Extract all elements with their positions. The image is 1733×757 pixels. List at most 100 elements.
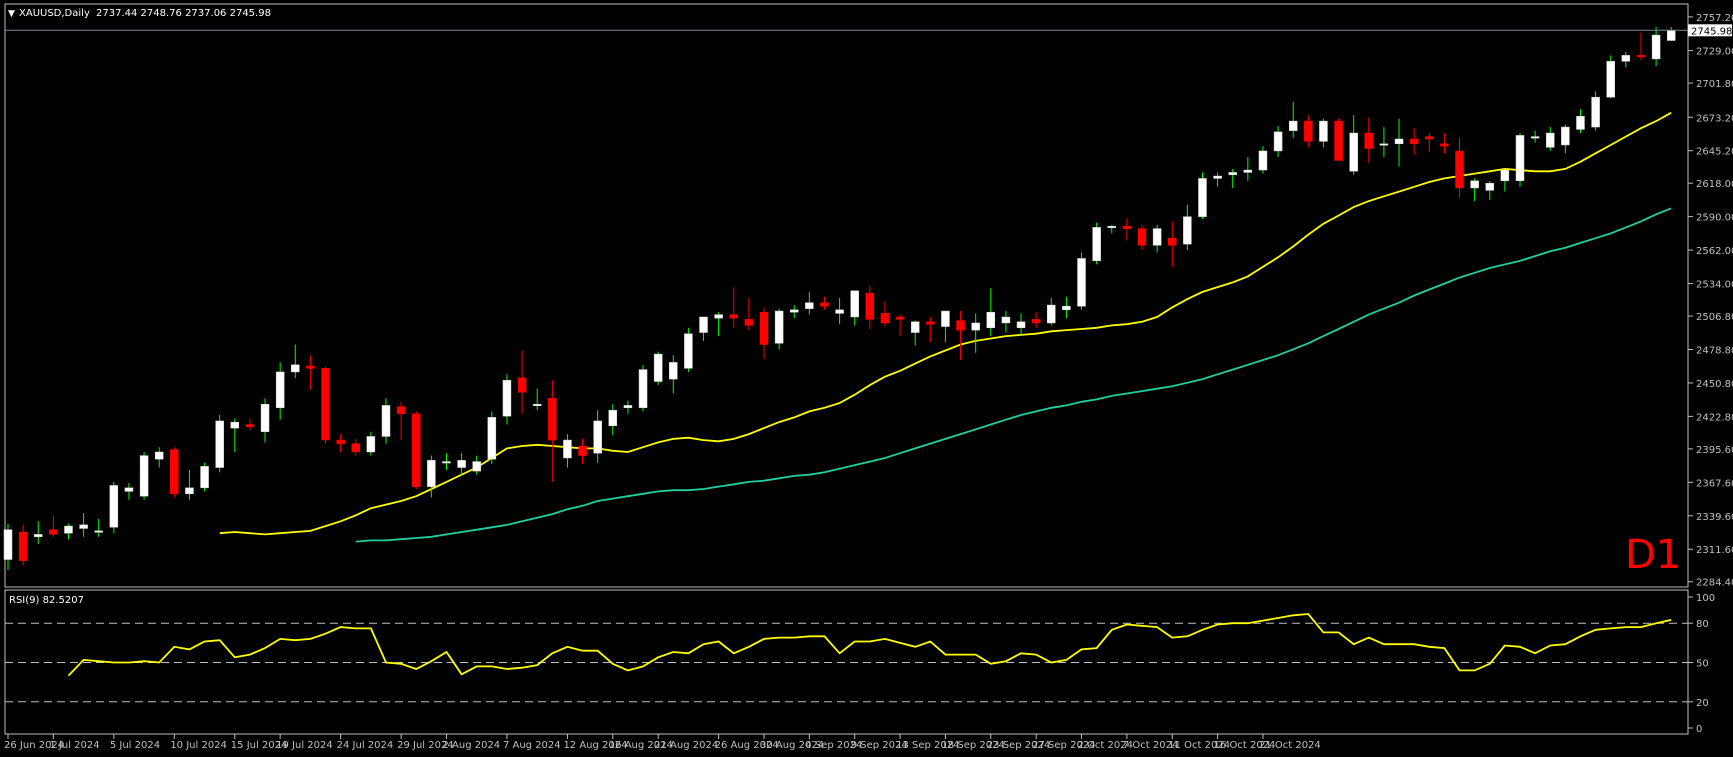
candle — [578, 438, 587, 464]
candle — [109, 481, 119, 534]
time-tick-label: 2 Aug 2024 — [442, 740, 500, 751]
candle — [608, 404, 618, 436]
candle — [1092, 222, 1101, 265]
candle-body — [744, 319, 754, 326]
candle — [517, 350, 527, 414]
chart-header-arrow[interactable]: ▼ — [8, 9, 15, 19]
candle — [1545, 127, 1555, 151]
candle — [910, 320, 920, 346]
price-tick-label: 2450.80 — [1696, 379, 1733, 390]
price-tick-label: 2339.60 — [1696, 512, 1733, 523]
candle-body — [926, 321, 935, 325]
ohlc-readout: 2737.44 2748.76 2737.06 2745.98 — [96, 8, 271, 19]
candle-body — [1047, 304, 1056, 324]
time-tick-label: 4 Sep 2024 — [805, 740, 862, 751]
candle-body — [850, 290, 859, 318]
candle-body — [351, 443, 361, 453]
rsi-series — [67, 613, 1672, 677]
candle — [245, 418, 255, 431]
candle-body — [593, 420, 602, 454]
candle-body — [1500, 169, 1510, 182]
candle-body — [366, 436, 376, 453]
price-tick-label: 2618.00 — [1696, 179, 1733, 190]
candle-body — [1394, 138, 1404, 145]
candle-body — [880, 313, 890, 324]
candle — [457, 453, 466, 476]
candle — [1485, 180, 1495, 200]
candle-body — [49, 529, 58, 535]
candle-body — [124, 487, 134, 492]
candle — [1561, 124, 1570, 154]
candle-body — [381, 405, 391, 437]
candle — [381, 398, 391, 444]
candle-body — [185, 487, 194, 495]
candle-body — [1288, 120, 1298, 131]
candle-body — [139, 455, 149, 497]
candle — [1334, 118, 1343, 161]
candle-body — [94, 530, 103, 533]
candle-body — [1636, 55, 1646, 58]
candle-body — [1122, 225, 1132, 229]
candle — [1213, 172, 1222, 187]
time-tick-label: 21 Oct 2024 — [1259, 740, 1321, 751]
time-tick-label: 11 Oct 2024 — [1168, 740, 1230, 751]
candle — [653, 351, 663, 386]
candle — [563, 434, 572, 468]
candle — [230, 418, 240, 453]
candle-body — [33, 534, 43, 538]
candle — [835, 297, 844, 325]
candle — [774, 308, 784, 350]
candle — [200, 462, 209, 492]
candle-body — [1545, 132, 1555, 148]
price-panel[interactable] — [4, 3, 1689, 588]
candle-body — [653, 353, 663, 382]
price-tick-label: 2284.40 — [1696, 578, 1733, 589]
candle — [1137, 225, 1147, 251]
time-tick-label: 7 Aug 2024 — [503, 740, 561, 751]
rsi-line — [67, 613, 1672, 677]
candle — [487, 411, 497, 464]
candle-body — [1666, 30, 1676, 41]
candle-body — [245, 424, 255, 428]
candle-body — [1364, 132, 1374, 149]
candle — [1349, 115, 1358, 175]
candle-body — [442, 461, 451, 464]
candle-body — [109, 485, 119, 528]
candle — [1016, 313, 1026, 335]
candle-body — [427, 460, 436, 487]
candle-body — [1137, 228, 1147, 246]
candles — [3, 26, 1676, 571]
rsi-axis: 100 80 50 20 0 — [5, 593, 1715, 735]
candle — [669, 355, 678, 394]
candle-body — [200, 466, 209, 489]
candle-body — [548, 397, 557, 441]
candle — [427, 455, 436, 498]
candle-body — [321, 368, 330, 441]
time-tick-label: 16 Oct 2024 — [1214, 740, 1276, 751]
candle — [1304, 115, 1313, 148]
candle — [956, 311, 965, 361]
candle — [1258, 146, 1268, 174]
candle — [744, 297, 754, 331]
candle-body — [532, 403, 542, 406]
candle-body — [971, 322, 980, 331]
candle-body — [215, 420, 224, 468]
candle-body — [941, 310, 950, 327]
candle-body — [699, 316, 708, 333]
candle — [49, 515, 58, 537]
candle-body — [1349, 132, 1358, 172]
candle — [1031, 312, 1041, 328]
time-tick-label: 7 Oct 2024 — [1123, 740, 1178, 751]
candle-body — [154, 451, 164, 460]
time-tick-label: 29 Jul 2024 — [397, 740, 454, 751]
candle-body — [457, 460, 466, 468]
candle-body — [1243, 169, 1253, 173]
candle-body — [502, 380, 512, 417]
candle — [1576, 109, 1585, 134]
candle-body — [79, 524, 88, 529]
candle — [1001, 311, 1011, 333]
candle — [1606, 55, 1615, 99]
candle — [351, 438, 361, 456]
